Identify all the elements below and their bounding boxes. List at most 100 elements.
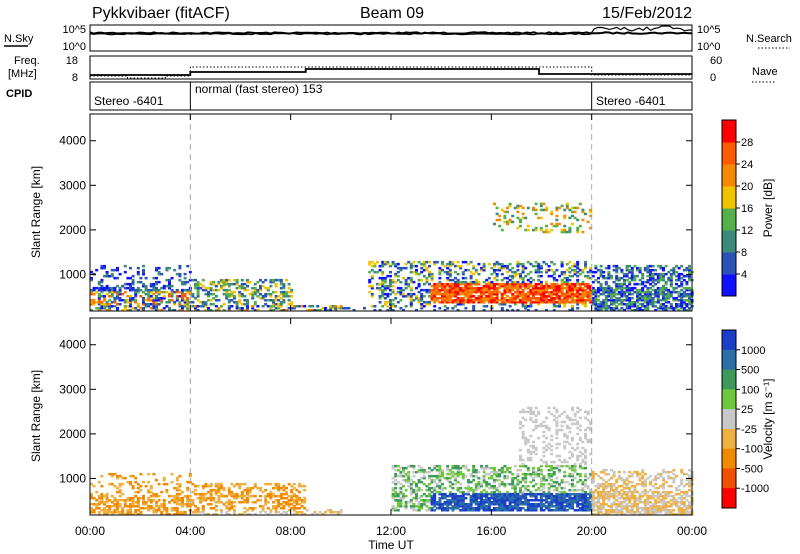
heat-cell	[194, 484, 197, 488]
heat-cell	[675, 282, 678, 286]
heat-cell	[391, 505, 395, 508]
heat-cell	[430, 486, 434, 490]
heat-cell	[534, 301, 538, 304]
heat-cell	[201, 288, 205, 292]
heat-cell	[633, 499, 637, 502]
heat-cell	[529, 408, 533, 412]
heat-cell	[472, 301, 476, 304]
heat-cell	[248, 513, 252, 516]
heat-cell	[446, 299, 450, 302]
heat-cell	[568, 505, 572, 508]
heat-cell	[612, 301, 616, 304]
heat-cell	[144, 305, 148, 308]
heat-cell	[537, 270, 541, 274]
heat-cell	[438, 280, 442, 284]
heat-cell	[576, 278, 580, 282]
heat-cell	[443, 496, 447, 500]
heat-cell	[589, 422, 593, 426]
heat-cell	[607, 288, 611, 292]
heat-cell	[136, 503, 140, 506]
heat-cell	[633, 303, 637, 306]
heat-cell	[623, 505, 626, 508]
heat-cell	[251, 292, 255, 296]
heat-cell	[178, 513, 182, 516]
heat-cell	[480, 496, 483, 500]
heat-cell	[563, 444, 567, 448]
heat-cell	[428, 282, 431, 286]
heat-cell	[308, 305, 312, 308]
heat-cell	[524, 436, 528, 440]
heat-cell	[485, 305, 489, 308]
heat-cell	[121, 492, 125, 496]
heat-cell	[136, 496, 140, 500]
heat-cell	[279, 513, 283, 516]
heat-cell	[646, 476, 650, 480]
heat-cell	[685, 478, 689, 482]
heat-cell	[420, 262, 424, 266]
heat-cell	[680, 494, 684, 498]
heat-cell	[506, 507, 509, 510]
heat-cell	[95, 503, 99, 506]
heat-cell	[482, 478, 486, 482]
heat-cell	[526, 297, 530, 300]
heat-cell	[664, 292, 668, 296]
heat-cell	[409, 482, 413, 486]
heat-cell	[521, 503, 525, 506]
heat-cell	[604, 282, 608, 286]
heat-cell	[443, 270, 447, 274]
heat-cell	[508, 301, 512, 304]
heat-cell	[178, 484, 182, 488]
heat-cell	[659, 288, 663, 292]
heat-cell	[607, 284, 611, 288]
heat-cell	[482, 488, 486, 492]
heat-cell	[649, 276, 652, 280]
heat-cell	[459, 282, 463, 286]
heat-cell	[456, 278, 460, 282]
heat-cell	[526, 299, 530, 302]
heat-cell	[659, 299, 663, 302]
heat-cell	[469, 290, 473, 294]
heat-cell	[560, 428, 564, 432]
heat-cell	[482, 305, 486, 308]
heat-cell	[560, 204, 564, 208]
heat-cell	[584, 284, 587, 288]
heat-cell	[100, 288, 104, 292]
heat-cell	[420, 299, 424, 302]
heat-cell	[279, 496, 283, 500]
heat-cell	[201, 509, 205, 512]
heat-cell	[573, 272, 577, 276]
heat-cell	[532, 440, 535, 444]
heat-cell	[615, 305, 619, 308]
heat-cell	[116, 266, 119, 270]
heat-cell	[212, 507, 216, 510]
heat-cell	[565, 440, 569, 444]
heat-cell	[498, 505, 502, 508]
heat-cell	[581, 480, 585, 484]
heat-cell	[604, 303, 608, 306]
heat-cell	[292, 513, 296, 516]
heat-cell	[688, 484, 691, 488]
heat-cell	[274, 499, 278, 502]
heat-cell	[550, 212, 554, 216]
heat-cell	[594, 288, 598, 292]
heat-cell	[589, 426, 593, 430]
heat-cell	[649, 507, 652, 510]
heat-cell	[576, 446, 580, 450]
heat-cell	[204, 496, 208, 500]
heat-cell	[628, 270, 632, 274]
heat-cell	[560, 260, 564, 264]
heat-cell	[451, 482, 455, 486]
heat-cell	[396, 290, 400, 294]
heat-cell	[464, 260, 468, 264]
heat-cell	[555, 428, 559, 432]
heat-cell	[391, 288, 395, 292]
heat-cell	[623, 295, 626, 298]
heat-cell	[599, 492, 603, 496]
heat-cell	[165, 509, 169, 512]
heat-cell	[246, 303, 249, 306]
heat-cell	[628, 305, 632, 308]
heat-cell	[555, 482, 559, 486]
heat-cell	[108, 472, 112, 476]
heat-cell	[417, 496, 421, 500]
heat-cell	[498, 490, 502, 494]
